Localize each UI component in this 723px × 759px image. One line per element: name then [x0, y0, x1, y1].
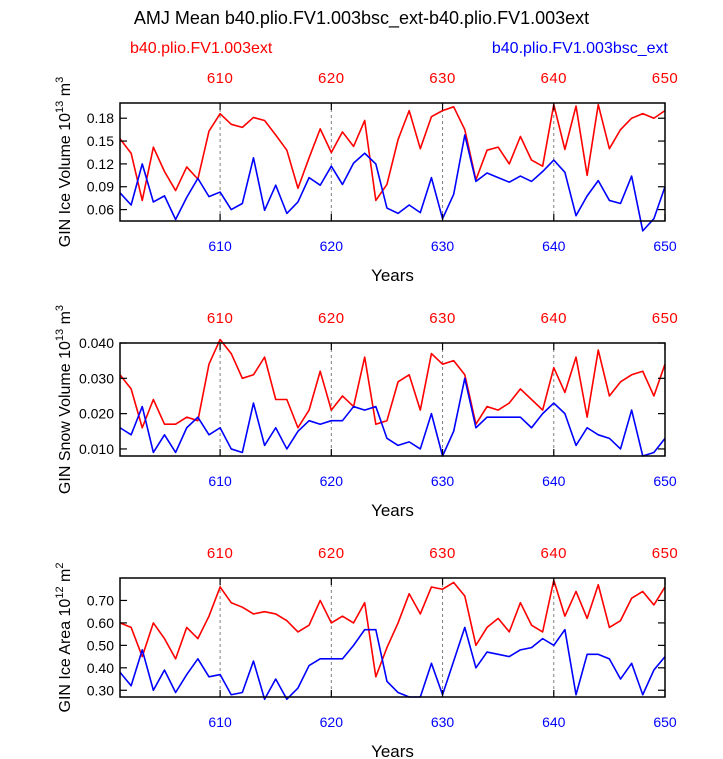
y-tick-label: 0.15: [87, 133, 114, 149]
y-tick-label: 0.18: [87, 110, 114, 126]
x-tick-label-bottom: 650: [653, 473, 677, 489]
x-tick-label-top: 650: [652, 310, 679, 327]
x-tick-label-bottom: 650: [653, 714, 677, 730]
legend-series-b: b40.plio.FV1.003bsc_ext: [491, 40, 668, 57]
x-tick-label-top: 640: [541, 70, 568, 87]
y-tick-label: 0.020: [79, 406, 114, 422]
series-line-blue: [119, 134, 666, 232]
x-tick-label-top: 640: [541, 310, 568, 327]
y-tick-label: 0.040: [79, 335, 114, 351]
plot-frame: [119, 577, 666, 698]
x-tick-label-top: 630: [429, 545, 456, 562]
plot-frame: [119, 342, 666, 457]
y-axis-label: GIN Ice Area 1012 m2: [54, 563, 74, 713]
x-tick-label-bottom: 630: [431, 473, 455, 489]
x-tick-label-bottom: 650: [653, 238, 677, 254]
y-tick-label: 0.09: [87, 179, 114, 195]
y-axis-label-part: m: [57, 83, 74, 101]
y-axis-label-part: GIN Snow Volume 10: [57, 341, 74, 494]
x-tick-label-top: 650: [652, 70, 679, 87]
x-tick-label-bottom: 620: [320, 238, 344, 254]
x-tick-label-bottom: 620: [320, 473, 344, 489]
x-tick-label-bottom: 610: [208, 238, 232, 254]
x-tick-label-top: 620: [318, 545, 345, 562]
y-axis-label-part: m: [57, 311, 74, 329]
x-tick-label-top: 620: [318, 310, 345, 327]
x-tick-label-bottom: 640: [542, 238, 566, 254]
y-tick-label: 0.010: [79, 441, 114, 457]
y-axis-label-superscript: 13: [54, 101, 66, 113]
x-tick-label-top: 610: [207, 310, 234, 327]
series-line-blue: [119, 626, 666, 701]
x-tick-label-bottom: 640: [542, 473, 566, 489]
y-tick-label: 0.030: [79, 370, 114, 386]
x-axis-label: Years: [371, 266, 414, 285]
x-tick-label-bottom: 630: [431, 714, 455, 730]
x-tick-label-bottom: 610: [208, 473, 232, 489]
x-tick-label-top: 620: [318, 70, 345, 87]
y-axis-label-superscript: 13: [54, 329, 66, 341]
y-tick-label: 0.60: [87, 615, 114, 631]
x-tick-label-top: 610: [207, 70, 234, 87]
x-tick-label-top: 630: [429, 70, 456, 87]
panel-1: 0.06 0.09 0.12 0.15 0.18 610 610 620 620 630 630 64…: [54, 70, 678, 285]
series-line-blue: [119, 377, 666, 457]
y-axis-label-superscript: 12: [54, 586, 66, 598]
x-tick-label-top: 630: [429, 310, 456, 327]
y-tick-label: 0.50: [87, 637, 114, 653]
y-tick-label: 0.70: [87, 592, 114, 608]
series-line-red: [119, 579, 666, 678]
series-line-red: [119, 338, 666, 429]
y-axis-label: GIN Snow Volume 1013 m3: [54, 305, 74, 494]
y-axis-label-part: m: [57, 569, 74, 587]
chart-title: AMJ Mean b40.plio.FV1.003bsc_ext-b40.pli…: [133, 8, 590, 28]
x-tick-label-top: 650: [652, 545, 679, 562]
y-tick-label: 0.30: [87, 682, 114, 698]
y-axis-label-part: GIN Ice Area 10: [57, 599, 74, 713]
x-tick-label-top: 640: [541, 545, 568, 562]
x-axis-label: Years: [371, 742, 414, 759]
x-tick-label-bottom: 640: [542, 714, 566, 730]
y-axis-label-superscript: 2: [54, 563, 66, 569]
legend-series-a: b40.plio.FV1.003ext: [130, 40, 273, 57]
y-axis-label-superscript: 3: [54, 77, 66, 83]
x-tick-label-bottom: 630: [431, 238, 455, 254]
y-tick-label: 0.06: [87, 202, 114, 218]
y-axis-label-superscript: 3: [54, 305, 66, 311]
plot-frame: [119, 102, 666, 222]
panel-3: 0.30 0.40 0.50 0.60 0.70 610 610 620 620 630 630 64…: [54, 545, 678, 759]
x-axis-label: Years: [371, 501, 414, 520]
x-tick-label-bottom: 620: [320, 714, 344, 730]
panel-2: 0.010 0.020 0.030 0.040 610 610 620 620 630 630 64…: [54, 305, 678, 520]
x-tick-label-top: 610: [207, 545, 234, 562]
series-line-red: [119, 103, 666, 202]
y-tick-label: 0.12: [87, 156, 114, 172]
x-tick-label-bottom: 610: [208, 714, 232, 730]
y-axis-label-part: GIN Ice Volume 10: [57, 113, 74, 247]
y-tick-label: 0.40: [87, 660, 114, 676]
y-axis-label: GIN Ice Volume 1013 m3: [54, 77, 74, 247]
